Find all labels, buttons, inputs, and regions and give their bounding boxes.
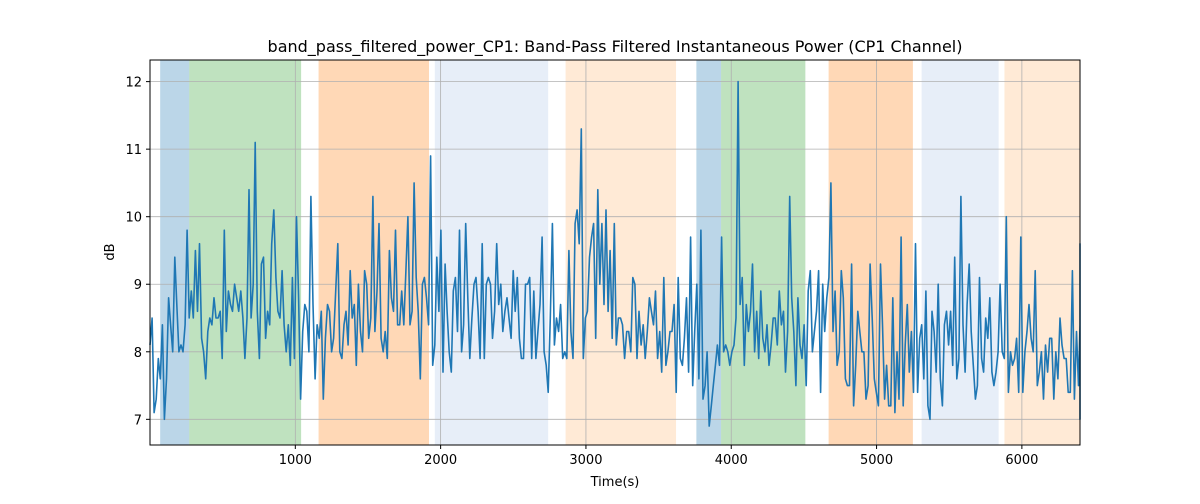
x-tick-label-5: 6000 [1005, 453, 1038, 468]
x-tick-label-4: 5000 [860, 453, 893, 468]
band-0 [160, 60, 190, 445]
x-axis-label: Time(s) [590, 475, 640, 490]
chart-title: band_pass_filtered_power_CP1: Band-Pass … [268, 37, 963, 57]
x-tick-label-3: 4000 [715, 453, 748, 468]
y-tick-label-4: 11 [125, 143, 142, 158]
band-6 [721, 60, 806, 445]
plot-frame [149, 59, 1081, 446]
x-tick-label-0: 1000 [279, 453, 312, 468]
y-tick-label-2: 9 [134, 278, 142, 293]
band-1 [189, 60, 302, 445]
x-tick-label-2: 3000 [569, 453, 602, 468]
band-4 [565, 60, 677, 445]
y-tick-label-1: 8 [134, 346, 142, 361]
y-tick-label-3: 10 [125, 211, 142, 226]
y-axis-ticks: 7 8 9 10 11 12 [125, 76, 150, 428]
x-tick-label-1: 2000 [424, 453, 457, 468]
y-tick-label-5: 12 [125, 76, 142, 91]
y-tick-label-0: 7 [134, 413, 142, 428]
x-axis-ticks: 1000 2000 3000 4000 5000 6000 [279, 445, 1038, 468]
band-3 [434, 60, 549, 445]
y-axis-label: dB [103, 243, 118, 260]
